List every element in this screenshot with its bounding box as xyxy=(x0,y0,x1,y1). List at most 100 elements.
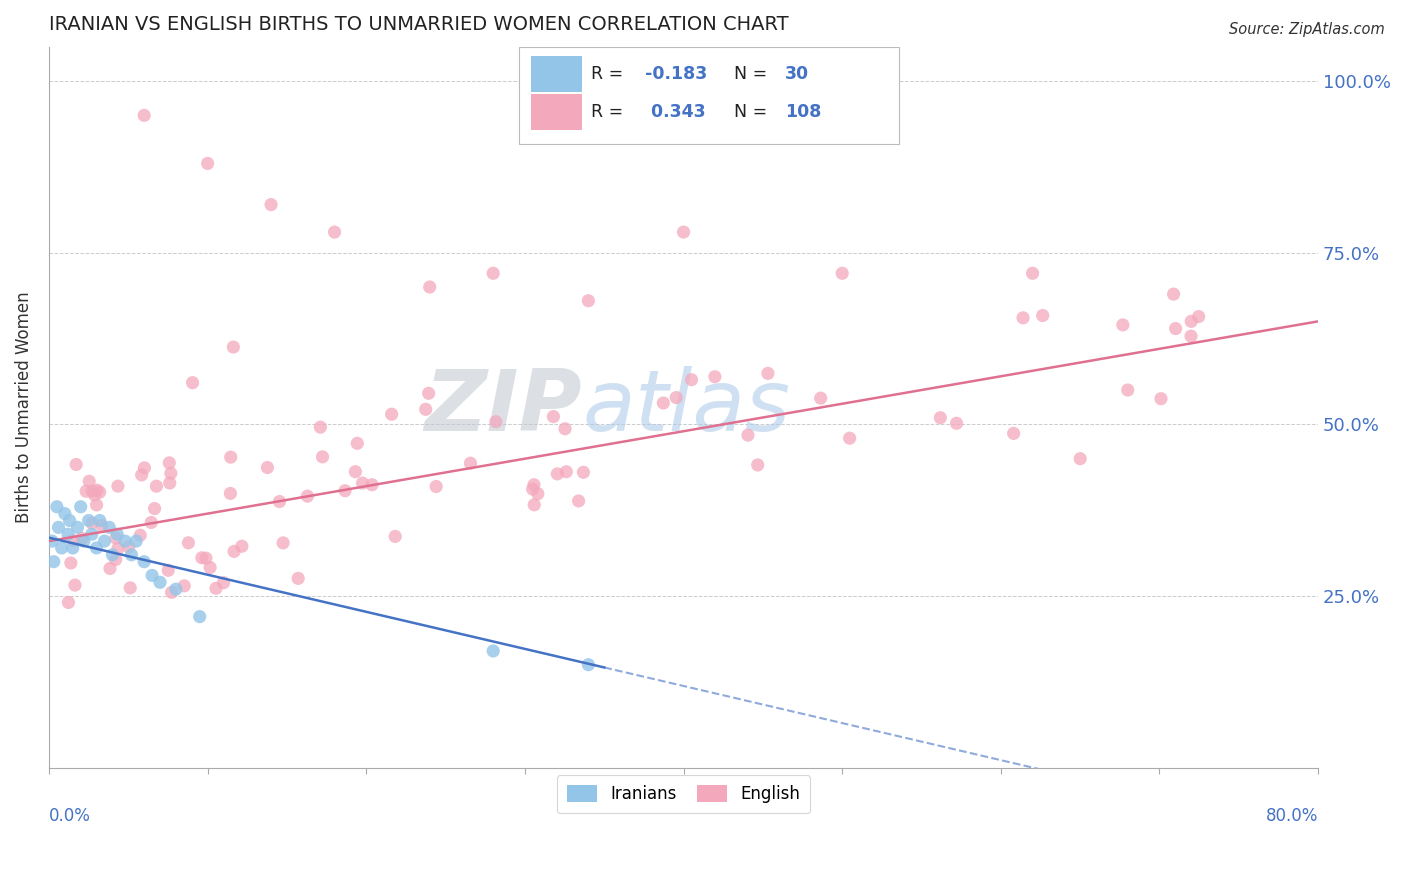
Point xyxy=(48,520,70,534)
Point xyxy=(181,376,204,390)
Point xyxy=(107,541,129,556)
Point xyxy=(73,534,96,549)
Point xyxy=(929,410,952,425)
Point xyxy=(141,516,163,530)
Text: Source: ZipAtlas.com: Source: ZipAtlas.com xyxy=(1229,22,1385,37)
Legend: Iranians, English: Iranians, English xyxy=(557,775,810,814)
Point xyxy=(118,540,141,554)
Point xyxy=(62,533,84,548)
Point xyxy=(1112,318,1135,332)
Point xyxy=(672,225,695,239)
Point xyxy=(384,529,406,543)
FancyBboxPatch shape xyxy=(531,94,582,129)
Point xyxy=(125,534,148,549)
Point xyxy=(297,489,319,503)
Point xyxy=(231,539,253,553)
FancyBboxPatch shape xyxy=(519,46,900,144)
Point xyxy=(271,536,294,550)
Point xyxy=(1032,309,1054,323)
Point xyxy=(1116,383,1139,397)
Point xyxy=(831,266,853,280)
Point xyxy=(1002,426,1025,441)
Point xyxy=(93,534,115,549)
Point xyxy=(143,501,166,516)
Point xyxy=(77,475,100,489)
Point xyxy=(107,479,129,493)
Point xyxy=(188,609,211,624)
Point xyxy=(121,548,143,562)
Point xyxy=(747,458,769,472)
Point xyxy=(131,467,153,482)
Point xyxy=(1188,310,1211,324)
Point xyxy=(160,467,183,481)
FancyBboxPatch shape xyxy=(531,56,582,92)
Point xyxy=(555,465,578,479)
Point xyxy=(86,498,108,512)
Text: 0.0%: 0.0% xyxy=(49,807,91,825)
Point xyxy=(90,518,112,533)
Point xyxy=(197,156,219,170)
Point xyxy=(419,280,441,294)
Point xyxy=(269,494,291,508)
Point xyxy=(1180,314,1202,328)
Point xyxy=(219,450,242,464)
Point xyxy=(53,507,76,521)
Text: atlas: atlas xyxy=(582,366,790,449)
Text: N =: N = xyxy=(734,65,773,83)
Point xyxy=(80,516,103,530)
Point xyxy=(482,644,505,658)
Point xyxy=(58,514,80,528)
Point xyxy=(352,476,374,491)
Point xyxy=(80,484,103,499)
Point xyxy=(89,485,111,500)
Point xyxy=(652,396,675,410)
Point xyxy=(1163,287,1185,301)
Point xyxy=(568,494,591,508)
Point xyxy=(945,417,967,431)
Point xyxy=(311,450,333,464)
Point xyxy=(63,578,86,592)
Point xyxy=(256,460,278,475)
Text: -0.183: -0.183 xyxy=(645,65,707,83)
Point xyxy=(323,225,346,239)
Point xyxy=(1150,392,1173,406)
Point xyxy=(120,581,142,595)
Text: R =: R = xyxy=(591,103,628,120)
Point xyxy=(98,561,121,575)
Text: N =: N = xyxy=(734,103,773,120)
Point xyxy=(344,465,367,479)
Point xyxy=(59,556,82,570)
Point xyxy=(485,415,508,429)
Point xyxy=(219,486,242,500)
Point xyxy=(51,541,73,555)
Point xyxy=(260,197,283,211)
Text: 108: 108 xyxy=(785,103,821,120)
Point xyxy=(523,498,546,512)
Point xyxy=(65,458,87,472)
Point xyxy=(681,373,703,387)
Point xyxy=(86,483,108,497)
Point xyxy=(86,541,108,555)
Point xyxy=(83,488,105,502)
Point xyxy=(129,528,152,542)
Point xyxy=(104,531,127,545)
Text: 80.0%: 80.0% xyxy=(1265,807,1319,825)
Point xyxy=(77,514,100,528)
Text: IRANIAN VS ENGLISH BIRTHS TO UNMARRIED WOMEN CORRELATION CHART: IRANIAN VS ENGLISH BIRTHS TO UNMARRIED W… xyxy=(49,15,789,34)
Point xyxy=(309,420,332,434)
Point xyxy=(198,560,221,574)
Point xyxy=(425,479,447,493)
Point xyxy=(157,563,180,577)
Point xyxy=(838,431,860,445)
Point xyxy=(737,428,759,442)
Point xyxy=(205,582,228,596)
Point xyxy=(89,514,111,528)
Point xyxy=(45,500,67,514)
Point xyxy=(141,568,163,582)
Point xyxy=(134,108,156,122)
Point xyxy=(157,456,180,470)
Point xyxy=(703,369,725,384)
Point xyxy=(810,391,832,405)
Point xyxy=(1180,329,1202,343)
Point xyxy=(554,422,576,436)
